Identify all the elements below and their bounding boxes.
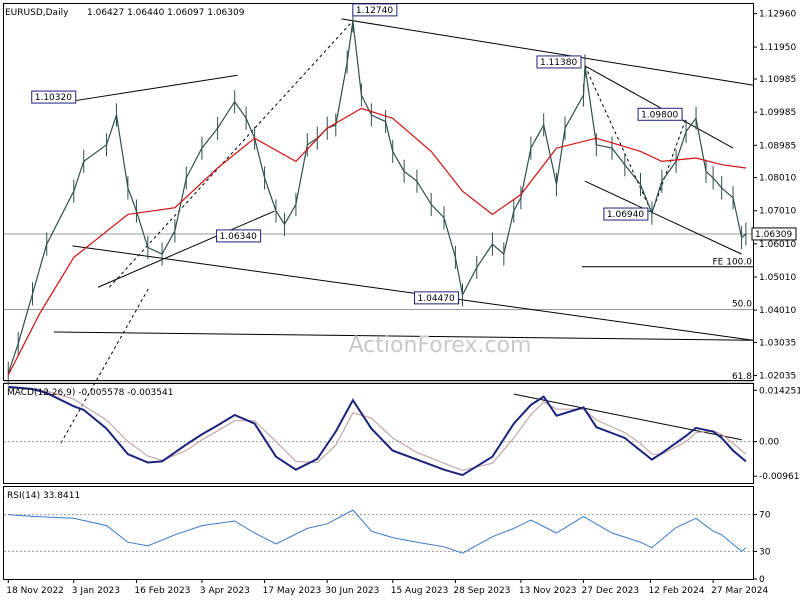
rsi-line — [8, 509, 747, 554]
price-axis-label: 1.05010 — [759, 273, 796, 283]
rsi-title: RSI(14) 33.8411 — [7, 491, 80, 501]
fib-projection-dashed-d — [651, 118, 687, 214]
x-axis-label: 30 Jun 2023 — [325, 586, 379, 596]
label-high-110320: 1.10320 — [35, 93, 72, 103]
price-axis-label: 1.03035 — [759, 338, 796, 348]
price-axis-label: 1.04010 — [759, 306, 796, 316]
fib-projection-dashed-c — [584, 65, 653, 214]
price-axis-label: 1.06010 — [759, 240, 796, 250]
rsi-layer — [4, 509, 753, 554]
macd-layer — [4, 385, 753, 477]
x-axis-label: 27 Mar 2024 — [711, 586, 768, 596]
x-axis-label: 16 Feb 2023 — [134, 586, 190, 596]
label-low-106340: 1.06340 — [220, 232, 257, 242]
descending-lower-line — [584, 180, 742, 255]
label-high-109800-box — [637, 107, 683, 121]
rsi-axis-label: 70 — [759, 511, 771, 521]
label-high-110320-box — [31, 90, 77, 104]
x-axis-label: 27 Dec 2023 — [582, 586, 640, 596]
rsi-pane-frame — [3, 486, 754, 580]
macd-line — [8, 385, 747, 477]
x-axis-label: 12 Feb 2024 — [648, 586, 704, 596]
label-high-112740: 1.12740 — [356, 6, 393, 16]
label-high-111380: 1.11380 — [540, 58, 577, 68]
rsi-axis-label: 0 — [759, 575, 765, 585]
rsi-axis-label: 30 — [759, 547, 771, 557]
lower-channel-line-a — [53, 331, 754, 341]
label-low-104470-box — [414, 291, 460, 305]
price-axis-label: 1.08010 — [759, 174, 796, 184]
price-axis-label: 1.10985 — [759, 75, 796, 85]
price-axis-label: 1.12960 — [759, 10, 796, 20]
label-high-111380-box — [536, 55, 582, 69]
moving-average-line — [7, 107, 746, 376]
macd-title: MACD(12,26,9) -0.005578 -0.003541 — [7, 388, 173, 398]
price-axis-label: 1.02035 — [759, 372, 796, 382]
label-low-106940: 1.06940 — [607, 210, 644, 220]
price-axis-label: 1.08985 — [759, 141, 796, 151]
macd-signal-line — [8, 387, 747, 472]
current-price-label: 1.06309 — [755, 230, 792, 240]
label-high-109800: 1.09800 — [641, 110, 678, 120]
watermark: ActionForex.com — [349, 333, 532, 358]
chart-header-ohlc: 1.06427 1.06440 1.06097 1.06309 — [87, 8, 245, 18]
x-axis-label: 15 Aug 2023 — [391, 586, 449, 596]
axis-layer: 1.12960 1.11950 1.10985 1.09985 1.08985 1.080… — [6, 10, 800, 596]
upper-channel-line — [341, 18, 754, 86]
lower-channel-line — [72, 245, 754, 341]
price-axis-label: 1.09985 — [759, 108, 796, 118]
current-price-badge — [751, 227, 797, 241]
x-axis-label: 17 May 2023 — [263, 586, 322, 596]
price-axis-label: 1.11950 — [759, 43, 796, 53]
price-axis-label: 1.07010 — [759, 207, 796, 217]
label-low-106940-box — [603, 207, 649, 221]
price-layer: FE 100.0 50.0 61.8 1.12740 1.11380 1.10320 1.0… — [4, 3, 754, 444]
macd-trend-line — [513, 393, 742, 441]
label-low-106340-box — [216, 229, 262, 243]
descending-upper-line — [584, 65, 734, 149]
fib-618-label: 61.8 — [732, 372, 752, 382]
wedge-lower-line — [97, 210, 275, 288]
label-high-112740-box — [352, 3, 398, 17]
x-axis-label: 3 Jan 2023 — [72, 586, 120, 596]
price-line — [7, 20, 747, 374]
x-axis-label: 3 Apr 2023 — [200, 586, 250, 596]
chart-header-symbol: EURUSD,Daily — [5, 8, 69, 18]
label-low-104470: 1.04470 — [418, 294, 455, 304]
fe-100-label: FE 100.0 — [713, 258, 753, 268]
macd-axis-label: 0.00 — [759, 438, 779, 448]
macd-pane-frame — [3, 383, 754, 484]
fib-50-label: 50.0 — [732, 299, 752, 309]
fib-projection-dashed — [109, 20, 354, 288]
x-axis-label: 13 Nov 2023 — [519, 586, 577, 596]
x-axis-label: 28 Sep 2023 — [453, 586, 510, 596]
wedge-upper-line — [72, 74, 238, 102]
x-axis-label: 18 Nov 2022 — [6, 586, 64, 596]
macd-axis-label: 0.014251 — [759, 386, 800, 396]
